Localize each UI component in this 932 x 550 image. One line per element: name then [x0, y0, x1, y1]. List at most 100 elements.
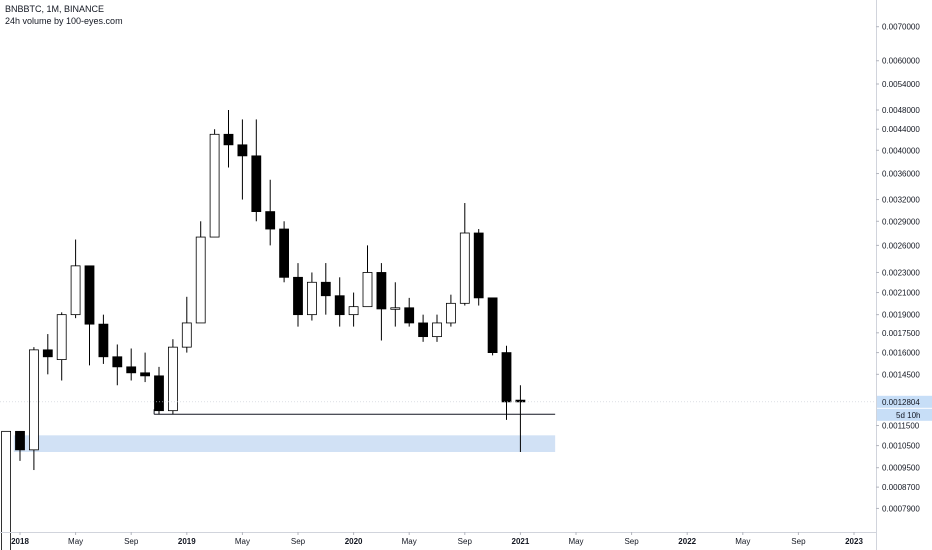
- candle: [445, 294, 456, 327]
- candle-body: [98, 323, 109, 358]
- candle-body: [473, 232, 484, 299]
- candle: [140, 352, 151, 383]
- candle: [501, 345, 512, 420]
- y-tick-label: 0.0054000: [882, 80, 920, 89]
- candle: [390, 282, 401, 327]
- candle: [334, 277, 345, 327]
- candle-body: [501, 352, 512, 403]
- x-tick-label: Sep: [458, 537, 473, 546]
- candle-body: [167, 346, 178, 412]
- candle: [126, 348, 137, 381]
- candle: [487, 297, 498, 356]
- candle: [223, 110, 234, 168]
- candle-body: [390, 307, 401, 310]
- candle-body: [376, 272, 387, 310]
- candle: [70, 239, 81, 319]
- candle-body: [515, 399, 526, 403]
- x-tick-label: 2021: [512, 537, 530, 546]
- y-tick-label: 0.0070000: [882, 23, 920, 32]
- candle-body: [70, 265, 81, 316]
- x-tick-label: 2018: [11, 537, 29, 546]
- candle: [348, 292, 359, 327]
- indicator-label[interactable]: 24h volume by 100-eyes.com: [5, 16, 123, 26]
- y-tick-label: 0.0026000: [882, 241, 920, 250]
- candle-body: [306, 281, 317, 316]
- candle-body: [126, 366, 137, 374]
- candle-body: [181, 322, 192, 348]
- candle: [404, 297, 415, 327]
- candle-body: [362, 272, 373, 308]
- x-tick-label: May: [235, 537, 250, 546]
- y-tick-label: 0.0029000: [882, 217, 920, 226]
- candle: [84, 265, 95, 366]
- y-tick-label: 0.0009500: [882, 464, 920, 473]
- candle: [251, 119, 262, 222]
- candle: [320, 263, 331, 315]
- y-tick-label: 0.0019000: [882, 311, 920, 320]
- candle: [181, 296, 192, 353]
- x-tick-label: May: [402, 537, 417, 546]
- y-tick-label: 0.0016000: [882, 349, 920, 358]
- candle-body: [487, 297, 498, 353]
- candle-body: [237, 144, 248, 157]
- y-tick-label: 0.0040000: [882, 146, 920, 155]
- candle-body: [418, 322, 429, 338]
- candle-body: [154, 375, 164, 412]
- y-tick-label: 0.0048000: [882, 106, 920, 115]
- candle-body: [265, 211, 276, 230]
- price-tag-box: [877, 395, 932, 408]
- candle-body: [15, 430, 25, 451]
- y-tick-label: 0.0044000: [882, 125, 920, 134]
- support-line-layer: [153, 409, 556, 415]
- candle: [195, 221, 206, 324]
- candle: [167, 339, 178, 415]
- candle: [473, 229, 484, 306]
- candle-body: [112, 356, 123, 368]
- candle-body: [84, 265, 95, 325]
- candle: [418, 314, 429, 342]
- y-tick-label: 0.0032000: [882, 196, 920, 205]
- x-tick-label: Sep: [624, 537, 639, 546]
- candle-body: [195, 236, 206, 324]
- countdown-value: 5d 10h: [896, 411, 920, 420]
- candle: [515, 385, 526, 453]
- candle-body: [293, 276, 303, 316]
- y-tick-label: 0.0010500: [882, 442, 920, 451]
- candle: [15, 430, 25, 461]
- y-tick-label: 0.0036000: [882, 170, 920, 179]
- candle: [237, 119, 248, 200]
- candle: [154, 366, 164, 415]
- y-tick-label: 0.0008700: [882, 483, 920, 492]
- candle-body: [432, 322, 442, 338]
- candle: [376, 263, 387, 341]
- x-tick-label: 2022: [678, 537, 696, 546]
- x-tick-label: Sep: [791, 537, 806, 546]
- x-tick-label: May: [568, 537, 583, 546]
- x-tick-label: Sep: [291, 537, 306, 546]
- price-tag-value: 0.0012804: [882, 398, 920, 407]
- candle-body: [140, 372, 151, 377]
- candle-body: [209, 133, 220, 238]
- candle-body: [459, 232, 470, 304]
- x-tick-label: 2020: [345, 537, 363, 546]
- candle-body: [223, 133, 234, 146]
- candle: [265, 179, 276, 246]
- candle-body: [1, 430, 11, 550]
- x-tick-label: Sep: [124, 537, 139, 546]
- candle-body: [348, 306, 359, 316]
- y-tick-label: 0.0060000: [882, 57, 920, 66]
- candle: [56, 312, 67, 381]
- x-tick-label: May: [735, 537, 750, 546]
- candle: [28, 347, 39, 471]
- support-zone: [13, 435, 556, 453]
- candle: [98, 314, 109, 364]
- x-tick-label: 2019: [178, 537, 196, 546]
- candle: [459, 203, 470, 306]
- x-tick-label: May: [68, 537, 83, 546]
- candles-layer: [1, 110, 526, 550]
- candle-body: [445, 302, 456, 324]
- candle-body: [28, 349, 39, 451]
- y-tick-label: 0.0014500: [882, 370, 920, 379]
- candle: [362, 245, 373, 308]
